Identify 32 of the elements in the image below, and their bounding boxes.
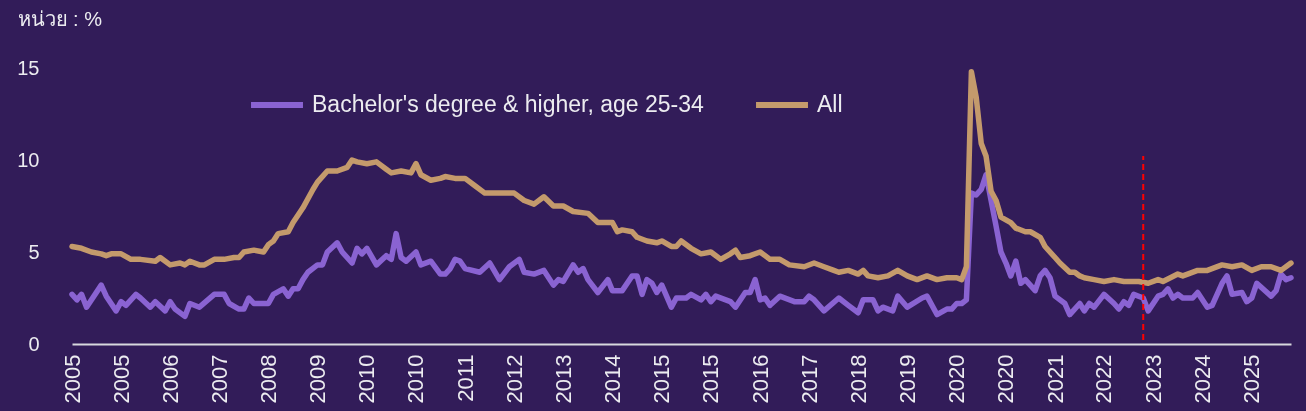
x-tick-label: 2005	[59, 354, 85, 404]
legend-label: All	[817, 91, 843, 117]
x-tick-label: 2013	[550, 354, 576, 404]
x-tick-label: 2015	[698, 354, 724, 404]
x-tick-label: 2005	[108, 354, 134, 404]
y-tick-label: 5	[28, 240, 40, 263]
x-tick-label: 2006	[157, 354, 183, 404]
x-tick-label: 2010	[354, 354, 380, 404]
x-tick-label: 2010	[403, 354, 429, 404]
x-tick-label: 2018	[845, 354, 871, 404]
x-tick-label: 2016	[747, 354, 773, 404]
x-tick-label: 2020	[944, 354, 970, 404]
legend-label: Bachelor's degree & higher, age 25-34	[312, 91, 705, 117]
x-tick-label: 2025	[1239, 354, 1265, 404]
y-axis-title: หน่วย : %	[17, 7, 103, 30]
y-tick-label: 0	[28, 332, 40, 355]
x-tick-label: 2015	[649, 354, 675, 404]
x-tick-label: 2017	[796, 354, 822, 404]
x-tick-label: 2022	[1091, 354, 1117, 404]
x-tick-label: 2023	[1140, 354, 1166, 404]
x-tick-label: 2014	[599, 354, 625, 404]
x-tick-label: 2009	[304, 354, 330, 404]
x-tick-label: 2020	[993, 354, 1019, 404]
y-tick-label: 15	[17, 56, 40, 79]
x-tick-label: 2008	[255, 354, 281, 404]
y-tick-label: 10	[17, 148, 40, 171]
x-tick-label: 2024	[1189, 354, 1215, 404]
x-tick-label: 2019	[894, 354, 920, 404]
x-tick-label: 2021	[1042, 354, 1068, 404]
x-tick-label: 2011	[452, 354, 478, 402]
x-tick-label: 2007	[206, 354, 232, 404]
x-tick-label: 2012	[501, 354, 527, 404]
